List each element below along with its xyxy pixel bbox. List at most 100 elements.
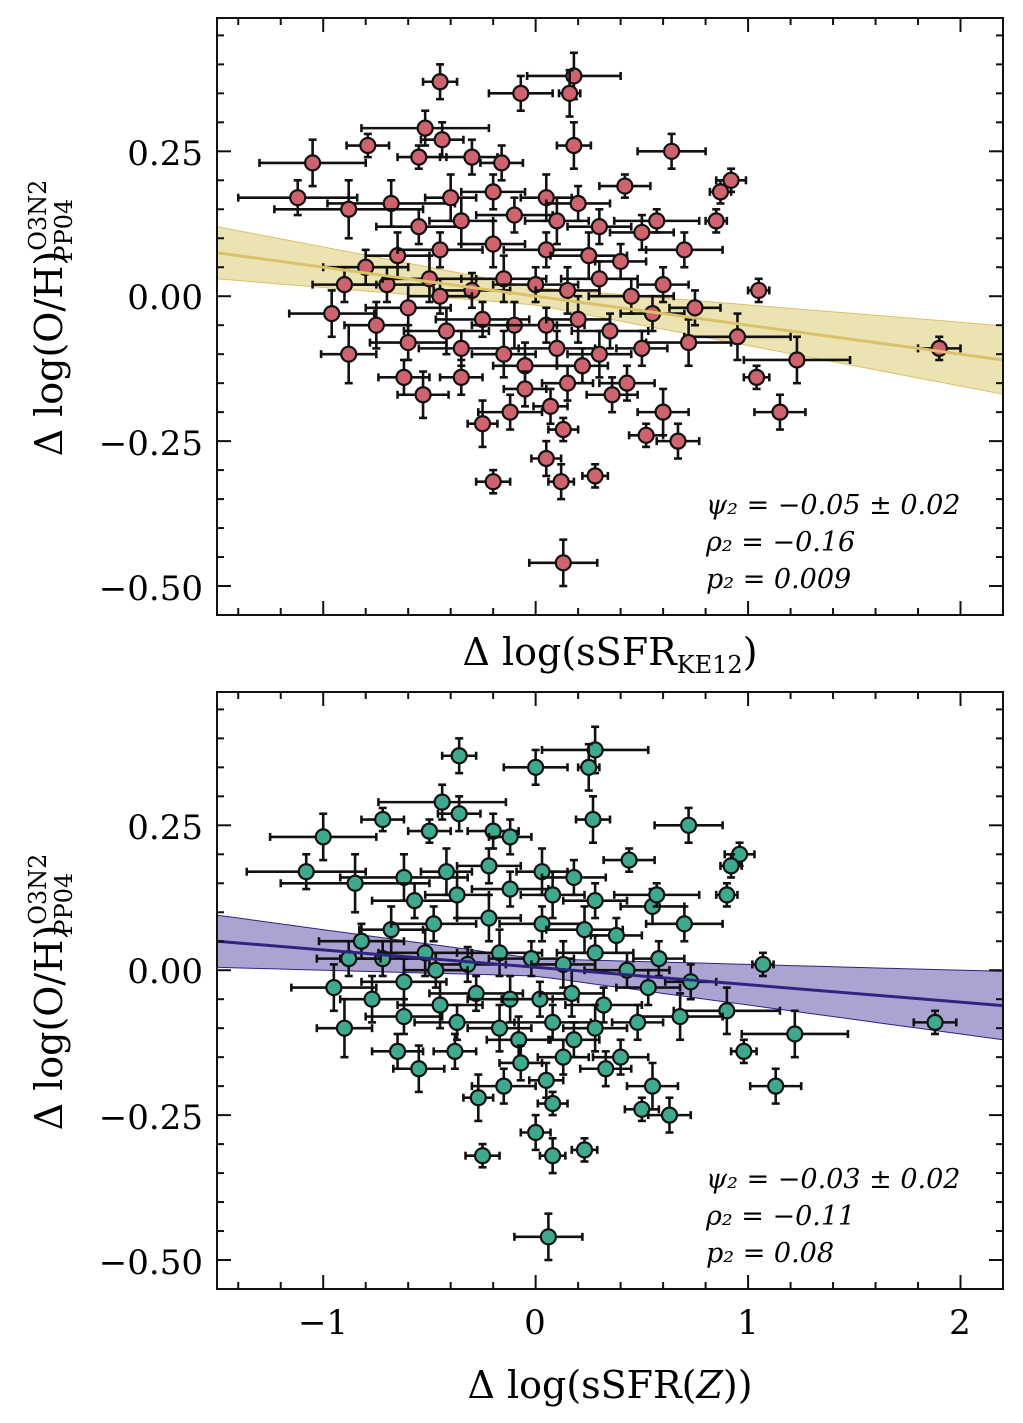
top-data-point (742, 364, 771, 391)
top-data-point (549, 231, 629, 281)
top-data-point (319, 323, 378, 385)
top-data-point (502, 370, 548, 408)
top-data-point (423, 173, 478, 223)
top-data-point (459, 173, 527, 211)
bottom-data-point (498, 905, 586, 943)
top-data-point (519, 173, 574, 223)
bottom-data-point (589, 916, 644, 955)
top-data-point (459, 219, 527, 269)
top-data-point (428, 196, 495, 246)
bottom-data-point (570, 1137, 599, 1163)
bottom-data-point (498, 1044, 544, 1082)
top-data-point (655, 422, 701, 460)
top-ytick-label: −0.25 (99, 424, 203, 464)
bottom-data-point (428, 974, 525, 1013)
bottom-data-point (636, 992, 724, 1042)
top-ytick-label: 0.25 (127, 134, 203, 174)
top-data-point (544, 184, 612, 223)
bottom-data-point (268, 812, 378, 862)
bottom-data-point (540, 858, 608, 897)
bottom-x-axis-label: Δ log(sSFR(Z)) (467, 1363, 752, 1407)
top-data-point (258, 138, 368, 188)
top-data-point (598, 364, 656, 402)
top-data-point (746, 277, 771, 304)
top-data-point (345, 132, 391, 159)
bottom-fit-line-path (216, 939, 1004, 1008)
top-data-point (445, 138, 499, 176)
top-data-point (540, 364, 595, 402)
bottom-data-point (466, 1003, 533, 1053)
top-data-point (476, 393, 544, 431)
top-data-point (585, 376, 639, 414)
bottom-data-point (338, 974, 406, 1024)
bottom-data-point (358, 905, 425, 955)
top-annotation-rho: ρ₂ = −0.16 (705, 527, 855, 558)
bottom-data-point (470, 870, 550, 908)
bottom-annotation-rho: ρ₂ = −0.11 (705, 1201, 855, 1232)
top-data-point (417, 329, 506, 368)
top-ytick-label: −0.50 (99, 569, 203, 609)
bottom-data-point (644, 905, 724, 943)
bottom-data-point (413, 1003, 501, 1042)
top-data-point (396, 231, 484, 269)
top-data-point (343, 265, 431, 304)
top-data-point (364, 283, 452, 333)
bottom-ytick-label: 0.00 (127, 952, 203, 992)
bottom-data-point (455, 847, 523, 885)
bottom-data-point (561, 1003, 629, 1053)
bottom-data-point (360, 806, 406, 833)
top-fit-line-path (216, 251, 1004, 362)
bottom-data-point (519, 1113, 552, 1152)
bottom-data-point (714, 881, 739, 908)
bottom-data-point (370, 881, 459, 920)
top-data-point (343, 300, 410, 350)
top-data-point (517, 329, 597, 368)
top-data-point (273, 178, 425, 240)
top-data-point (311, 265, 378, 304)
top-fit-line (216, 251, 1004, 362)
top-data-point (547, 463, 576, 501)
top-data-point (287, 289, 376, 339)
top-panel: 0.25 0.00 −0.25 −0.50 Δ log(sSFRKE12) Δ … (24, 17, 1004, 679)
top-data-point (742, 335, 852, 385)
bottom-data-point (370, 1032, 425, 1071)
top-data-point (708, 178, 733, 205)
bottom-data-point (602, 847, 656, 873)
bottom-axis-ticks (217, 692, 1004, 1290)
top-data-point (421, 63, 459, 101)
top-x-axis-label: Δ log(sSFRKE12) (462, 630, 757, 679)
bottom-xtick-label: −1 (298, 1303, 348, 1343)
top-data-point (419, 121, 465, 159)
top-data-point (532, 387, 569, 426)
bottom-data-point (544, 905, 625, 955)
top-data-points (236, 51, 962, 588)
bottom-data-point (751, 951, 775, 978)
bottom-data-point (502, 748, 569, 787)
bottom-xtick-label: 0 (524, 1303, 546, 1343)
top-data-point (466, 399, 499, 449)
top-data-point (566, 207, 633, 246)
bottom-data-point (612, 881, 701, 908)
bottom-data-point (402, 951, 469, 989)
top-data-point (587, 277, 676, 315)
bottom-data-point (290, 963, 378, 1013)
bottom-data-point (487, 818, 533, 856)
bottom-ytick-label: −0.50 (99, 1243, 203, 1283)
top-data-point (375, 207, 463, 246)
top-data-point (236, 178, 359, 217)
bottom-data-point (912, 1009, 958, 1036)
bottom-data-point (419, 847, 474, 897)
bottom-data-point (719, 852, 744, 879)
bottom-panel: 0.25 0.00 −0.25 −0.50 −1 0 1 2 Δ log(sSF… (24, 691, 1004, 1407)
bottom-data-point (623, 1096, 661, 1123)
top-plot-frame (216, 17, 1004, 616)
bottom-data-point (561, 881, 629, 920)
top-annotation-slope: ψ₂ = −0.05 ± 0.02 (706, 490, 960, 521)
top-data-point (474, 196, 554, 234)
bottom-data-point (389, 905, 478, 943)
bottom-data-point (653, 806, 724, 844)
top-data-point (566, 329, 633, 379)
top-data-point (502, 231, 591, 269)
top-data-point (704, 207, 729, 234)
